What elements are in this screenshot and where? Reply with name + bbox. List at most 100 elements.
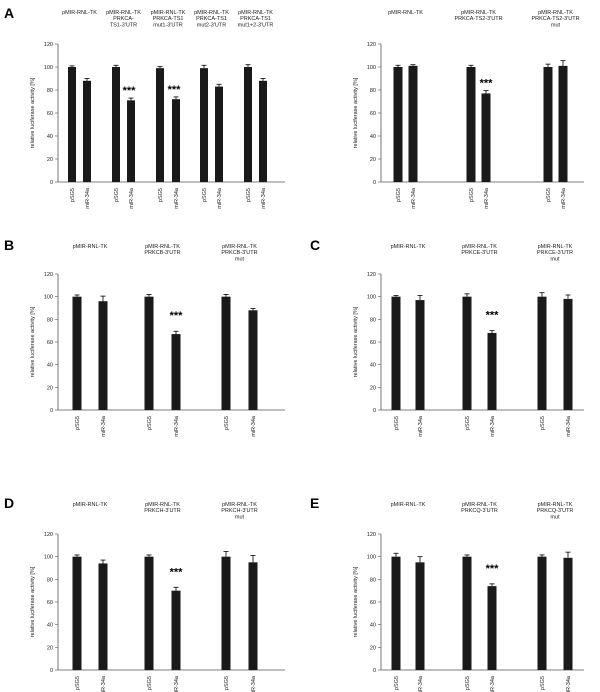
group-label: pMIR-RNL-TK (73, 502, 108, 508)
y-tick-label: 120 (44, 42, 53, 48)
group-label: PRKCB-3'UTR (144, 250, 180, 256)
y-tick-label: 80 (370, 577, 376, 583)
y-tick-label: 120 (367, 42, 376, 48)
significance-stars: *** (486, 310, 500, 322)
y-tick-label: 60 (47, 340, 53, 346)
y-tick-label: 80 (47, 317, 53, 323)
group-label: PRKCA-TS2-3'UTR (531, 16, 579, 22)
group-label: PRKCE-3'UTR (537, 250, 573, 256)
x-tick-label: miR-34a (174, 415, 180, 437)
bar (481, 93, 491, 182)
group-label: PRKCA-TS1 (240, 16, 271, 22)
chart-panel-a-right: 0 20 40 60 80 100 120 relative luciferase activ… (353, 10, 584, 209)
group-label: PRKCB-3'UTR (221, 250, 257, 256)
group-label: pMIR-RNL-TK (461, 10, 496, 16)
y-tick-label: 20 (370, 157, 376, 163)
y-tick-label: 80 (47, 88, 53, 94)
group-label: pMIR-RNL-TK (238, 10, 273, 16)
bar (248, 562, 258, 670)
group-label: pMIR-RNL-TK (462, 502, 497, 508)
x-tick-label: pSG5 (75, 676, 81, 690)
chart-panel-c: C 0 20 40 60 80 100 120 relative luciferase acti… (310, 237, 584, 437)
group-label: pMIR-RNL-TK (222, 502, 257, 508)
y-tick-label: 20 (47, 645, 53, 651)
x-tick-label: pSG5 (75, 416, 81, 430)
y-tick-label: 80 (370, 317, 376, 323)
group-label: mut (551, 22, 561, 28)
x-tick-label: miR-34a (101, 415, 107, 437)
significance-stars: *** (123, 85, 137, 97)
y-tick-label: 100 (367, 295, 376, 301)
bar (215, 86, 223, 182)
significance-stars: *** (480, 78, 494, 90)
x-tick-label: miR-34a (101, 675, 107, 692)
y-tick-label: 40 (47, 363, 53, 369)
bar (563, 557, 573, 670)
y-tick-label: 0 (373, 408, 376, 414)
y-axis-label: relative luciferase activity [%] (353, 566, 359, 637)
group-label: PRKCA-TS2-3'UTR (454, 16, 502, 22)
bar (112, 67, 120, 182)
bar (72, 556, 82, 670)
y-tick-label: 20 (47, 385, 53, 391)
y-tick-label: 40 (370, 363, 376, 369)
x-tick-label: miR-34a (217, 187, 223, 209)
x-tick-label: pSG5 (396, 188, 402, 202)
bar (391, 556, 401, 670)
y-tick-label: 0 (373, 180, 376, 186)
chart-panel-b: B 0 20 40 60 80 100 120 relative luciferase acti… (4, 237, 285, 437)
x-tick-label: pSG5 (224, 416, 230, 430)
group-label: pMIR-RNL-TK (145, 502, 180, 508)
bar (563, 298, 573, 410)
x-tick-label: miR-34a (561, 187, 567, 209)
group-label: pMIR-RNL-TK (62, 10, 97, 16)
significance-stars: *** (168, 84, 182, 96)
bar (171, 334, 181, 410)
y-tick-label: 100 (367, 65, 376, 71)
group-label: mut1+2-3'UTR (238, 22, 274, 28)
y-tick-label: 40 (370, 134, 376, 140)
y-tick-label: 20 (47, 157, 53, 163)
bar (466, 67, 476, 182)
group-label: pMIR-RNL-TK (538, 244, 573, 250)
y-tick-label: 60 (47, 600, 53, 606)
y-axis-label: relative luciferase activity [%] (353, 306, 359, 377)
significance-stars: *** (486, 563, 500, 575)
x-tick-label: miR-34a (484, 187, 490, 209)
significance-stars: *** (170, 310, 184, 322)
y-tick-label: 0 (50, 408, 53, 414)
y-axis-label: relative luciferase activity [%] (30, 566, 36, 637)
group-label: PRKCA- (113, 16, 134, 22)
x-tick-label: pSG5 (469, 188, 475, 202)
y-tick-label: 100 (44, 65, 53, 71)
y-tick-label: 0 (373, 668, 376, 674)
x-tick-label: pSG5 (224, 676, 230, 690)
bar (543, 67, 553, 182)
x-tick-label: pSG5 (394, 416, 400, 430)
y-tick-label: 60 (370, 340, 376, 346)
bar (462, 556, 472, 670)
group-label: PRKCQ-3'UTR (461, 508, 498, 514)
x-tick-label: pSG5 (202, 188, 208, 202)
x-tick-label: pSG5 (465, 676, 471, 690)
group-label: pMIR-RNL-TK (222, 244, 257, 250)
x-tick-label: pSG5 (158, 188, 164, 202)
bar (537, 296, 547, 410)
group-label: mut1-3'UTR (153, 22, 182, 28)
panel-label: C (310, 237, 320, 253)
chart-panel-a: A 0 20 40 60 80 100 120 relative luciferase acti… (4, 5, 285, 209)
y-tick-label: 80 (370, 88, 376, 94)
x-tick-label: pSG5 (394, 676, 400, 690)
panel-label: D (4, 495, 14, 511)
y-axis-label: relative luciferase activity [%] (30, 77, 36, 148)
x-tick-label: miR-34a (85, 187, 91, 209)
chart-panel-e: E 0 20 40 60 80 100 120 relative luciferase acti… (310, 495, 584, 692)
panel-label: A (4, 5, 14, 21)
bar (200, 68, 208, 182)
group-label: PRKCQ-3'UTR (537, 508, 574, 514)
y-axis-label: relative luciferase activity [%] (30, 306, 36, 377)
x-tick-label: pSG5 (246, 188, 252, 202)
y-tick-label: 120 (367, 532, 376, 538)
x-tick-label: miR-34a (261, 187, 267, 209)
